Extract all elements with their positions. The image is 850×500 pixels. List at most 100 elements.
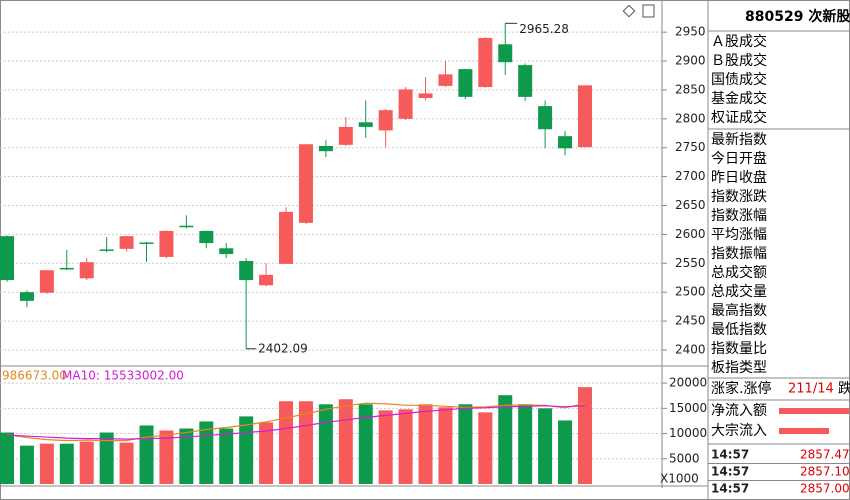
volume-bar	[418, 404, 433, 484]
volume-bar	[358, 404, 373, 484]
candle-body	[199, 230, 214, 244]
volume-bar	[219, 428, 234, 484]
panel-label: 权证成交	[711, 109, 767, 126]
ma-line	[6, 402, 586, 442]
volume-bar	[59, 443, 74, 484]
panel-label: 涨家.涨停	[711, 380, 771, 397]
candle-body	[498, 44, 513, 63]
volume-bar	[458, 404, 473, 484]
panel-label: 指数振幅	[711, 246, 767, 262]
candle-body	[298, 144, 313, 223]
candle-body	[338, 126, 353, 145]
y-tick-label: 5000	[669, 451, 700, 465]
y-tick-label: 2850	[675, 82, 706, 96]
legend-entry: 986673.00	[2, 369, 67, 383]
volume-bar	[179, 428, 194, 484]
candle-body	[378, 110, 393, 131]
candle-body	[398, 89, 413, 119]
volume-bar	[39, 443, 54, 484]
volume-bar	[0, 432, 14, 484]
volume-bar	[538, 408, 553, 484]
panel-label: 指数量比	[711, 341, 767, 357]
y-tick-label: 2450	[675, 314, 706, 328]
panel-label: 平均涨幅	[711, 227, 767, 243]
y-tick-label: 2950	[675, 25, 706, 39]
panel-label: 总成交额	[711, 264, 767, 281]
y-tick-label: 2550	[675, 256, 706, 270]
volume-bar	[577, 387, 592, 484]
panel-label: 最新指数	[711, 132, 767, 148]
tick-price: 2857.10	[800, 465, 850, 479]
candle-body	[179, 225, 194, 228]
candle-body	[358, 122, 373, 127]
y-tick-label: 2500	[675, 285, 706, 299]
candle-body	[0, 236, 14, 281]
high-annotation: 2965.28	[519, 22, 569, 36]
icon[interactable]	[642, 4, 655, 18]
y-tick-label: 2900	[675, 54, 706, 68]
tick-time: 14:57	[711, 448, 749, 462]
panel-label: 净流入额	[711, 403, 767, 419]
ma-line	[6, 405, 586, 440]
volume-bar	[279, 401, 294, 484]
flow-bar	[779, 408, 849, 414]
panel-label: 指数涨幅	[711, 208, 767, 224]
candle-body	[239, 260, 254, 281]
candle-body	[418, 93, 433, 99]
candle-body	[39, 270, 54, 293]
y-tick-label: 2400	[675, 342, 706, 356]
volume-bar	[498, 395, 513, 484]
candle-body	[159, 230, 174, 257]
candle-body	[19, 292, 34, 301]
volume-bar	[159, 430, 174, 484]
volume-bar	[398, 409, 413, 484]
y-tick-label: 2700	[675, 169, 706, 183]
volume-bar	[298, 401, 313, 484]
y-tick-label: 15000	[669, 401, 707, 415]
panel-label: 最高指数	[711, 302, 767, 319]
volume-bar	[318, 404, 333, 484]
panel-title: 880529 次新股	[745, 8, 850, 25]
candle-body	[458, 69, 473, 97]
unit-label: X1000	[660, 472, 699, 486]
panel-label: Ａ股成交	[711, 33, 767, 50]
volume-bar	[119, 442, 134, 484]
y-tick-label: 2600	[675, 227, 706, 241]
legend-entry: MA10: 15533002.00	[62, 369, 184, 383]
panel-label: 指数涨跌	[711, 189, 767, 205]
icon[interactable]	[622, 4, 636, 18]
volume-bar	[199, 421, 214, 484]
volume-bar	[239, 416, 254, 484]
candle-body	[139, 242, 154, 244]
volume-bar	[518, 404, 533, 484]
panel-label: 板指类型	[711, 360, 767, 376]
volume-bar	[139, 425, 154, 484]
candle-body	[259, 274, 274, 286]
volume-bar	[338, 399, 353, 484]
panel-label: 跌	[838, 381, 850, 397]
volume-bar	[478, 412, 493, 484]
candle-body	[518, 65, 533, 97]
panel-label: 昨日收盘	[711, 169, 767, 186]
tick-time: 14:57	[711, 482, 749, 496]
tick-price: 2857.00	[800, 482, 850, 496]
panel-label: 今日开盘	[711, 150, 767, 167]
panel-label: Ｂ股成交	[711, 52, 767, 69]
candle-body	[119, 236, 134, 249]
candle-body	[279, 211, 294, 264]
candle-body	[478, 37, 493, 88]
tick-time: 14:57	[711, 465, 749, 479]
candle-body	[99, 249, 114, 251]
low-annotation: 2402.09	[258, 341, 308, 355]
volume-bar	[259, 422, 274, 484]
candle-body	[318, 145, 333, 152]
candle-body	[438, 74, 453, 86]
candle-body	[79, 262, 94, 279]
y-tick-label: 2800	[675, 111, 706, 125]
y-tick-label: 10000	[669, 426, 707, 440]
volume-bar	[438, 407, 453, 484]
candle-body	[577, 85, 592, 148]
rise-value: 211/14	[788, 382, 834, 397]
panel-label: 最低指数	[711, 322, 767, 338]
